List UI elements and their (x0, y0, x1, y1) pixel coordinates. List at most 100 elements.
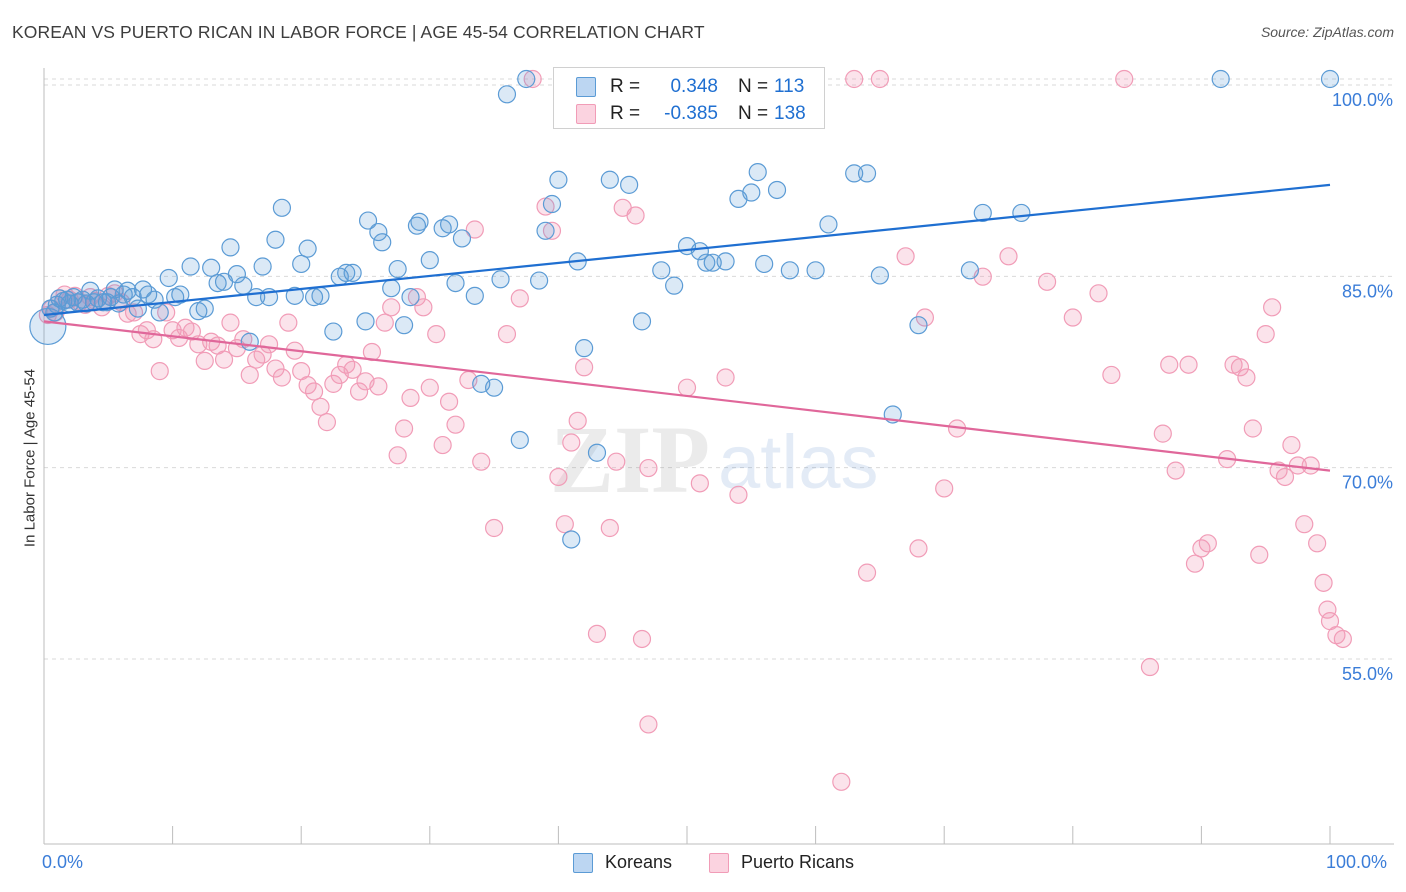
puerto-rican-point (1140, 657, 1160, 677)
puerto-rican-point (157, 303, 176, 322)
puerto-rican-point (1185, 554, 1205, 573)
puerto-rican-point (549, 467, 568, 487)
y-axis-label: In Labor Force | Age 45-54 (21, 368, 39, 548)
legend-r-label: R = (610, 103, 641, 124)
legend-n-value: 113 (774, 76, 805, 97)
korean-point (150, 303, 169, 322)
puerto-rican-point (832, 772, 851, 791)
korean-point (420, 251, 439, 270)
puerto-rican-point (266, 359, 285, 378)
korean-point (620, 175, 639, 194)
puerto-rican-point (1314, 573, 1333, 592)
puerto-rican-point (845, 69, 864, 89)
puerto-rican-point (1153, 424, 1172, 443)
puerto-rican-point (1037, 272, 1057, 291)
puerto-rican-point (382, 298, 401, 317)
y-tick-label: 85.0% (1342, 281, 1393, 301)
korean-point (29, 307, 67, 346)
puerto-rican-point (343, 360, 362, 379)
korean-point (452, 229, 472, 248)
korean-point (632, 312, 652, 331)
puerto-rican-point (639, 458, 658, 478)
korean-point (510, 430, 529, 450)
korean-point (298, 239, 317, 258)
puerto-rican-point (465, 220, 484, 239)
korean-point (446, 273, 465, 293)
koreans-label: Koreans (605, 852, 673, 872)
puerto-rican-point (677, 378, 697, 397)
puerto-rican-point (1115, 69, 1134, 89)
puerto-rican-point (472, 452, 491, 471)
puerto-rican-point (407, 288, 427, 307)
puerto-rican-point (427, 325, 446, 344)
korean-point (128, 299, 147, 318)
puerto-rican-point (433, 435, 452, 455)
korean-point (1012, 203, 1031, 223)
korean-point (195, 299, 214, 318)
puerto-ricans-label: Puerto Ricans (741, 852, 855, 872)
korean-point (202, 258, 221, 277)
korean-point (542, 194, 562, 214)
puerto-rican-point (311, 397, 330, 416)
puerto-rican-point (401, 388, 420, 407)
korean-point (960, 261, 980, 280)
puerto-rican-point (195, 351, 214, 370)
korean-point (690, 242, 709, 261)
korean-point (240, 332, 259, 351)
korean-point (253, 257, 272, 276)
korean-point (748, 163, 767, 182)
korean-point (491, 270, 510, 289)
puerto-rican-points (38, 69, 1352, 791)
puerto-rican-point (909, 539, 928, 558)
puerto-rican-point (1263, 298, 1282, 317)
korean-point (587, 443, 607, 462)
korean-point (600, 170, 619, 189)
korean-point (272, 198, 292, 217)
y-tick-label: 70.0% (1342, 473, 1393, 493)
puerto-rican-point (857, 563, 877, 582)
puerto-rican-point (317, 413, 337, 432)
korean-point (285, 286, 304, 305)
chart-title: KOREAN VS PUERTO RICAN IN LABOR FORCE | … (12, 22, 705, 42)
legend-row-puerto-ricans: R = -0.385 N = 138 (576, 103, 814, 125)
puerto-rican-point (1301, 456, 1320, 475)
puerto-rican-point (324, 374, 343, 393)
puerto-rican-point (1333, 629, 1352, 649)
puerto-rican-point (118, 304, 137, 323)
korean-point (716, 252, 735, 271)
y-tick-label: 55.0% (1342, 664, 1393, 684)
puerto-ricans-swatch (709, 852, 729, 873)
puerto-rican-trend-line (43, 320, 1331, 472)
puerto-rican-point (1275, 467, 1295, 487)
korean-point (530, 271, 549, 290)
korean-point (401, 288, 420, 307)
korean-point (767, 180, 787, 200)
y-tick-labels: 55.0% 70.0% 85.0% 100.0% (1332, 90, 1393, 684)
korean-point (337, 263, 356, 282)
puerto-rican-point (716, 368, 735, 387)
puerto-rican-point (562, 433, 581, 452)
puerto-rican-point (600, 518, 619, 538)
korean-point (159, 268, 178, 288)
korean-point (373, 233, 392, 252)
korean-point (356, 312, 375, 331)
puerto-rican-point (414, 298, 433, 317)
watermark: ZIP atlas (550, 406, 879, 513)
puerto-rican-point (1256, 325, 1275, 344)
puerto-rican-point (375, 313, 394, 332)
puerto-rican-point (632, 629, 652, 649)
puerto-rican-point (150, 362, 169, 381)
puerto-rican-point (639, 715, 658, 734)
korean-point (465, 286, 484, 305)
korean-point (382, 279, 401, 298)
korean-point (909, 316, 928, 335)
korean-point (517, 69, 536, 89)
puerto-rican-point (240, 365, 259, 385)
korean-point (292, 254, 311, 274)
axes (43, 68, 1394, 845)
legend-r-value: 0.348 (670, 76, 718, 97)
puerto-rican-point (272, 368, 292, 387)
korean-point (311, 286, 330, 305)
korean-point (780, 261, 799, 280)
